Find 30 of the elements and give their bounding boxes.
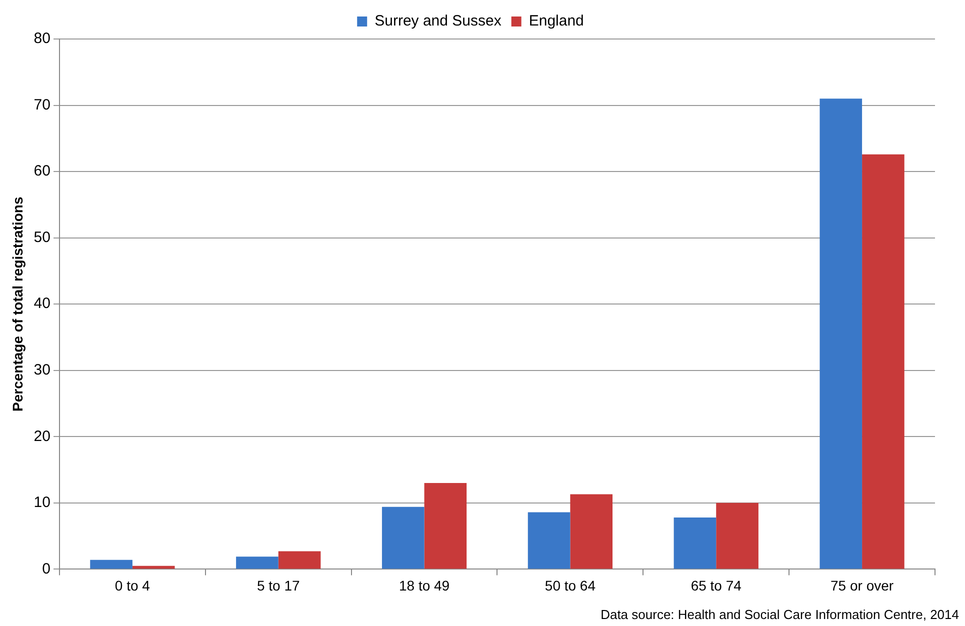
legend-label: Surrey and Sussex [374, 12, 502, 30]
bar [90, 560, 132, 569]
bar [674, 518, 716, 569]
x-tick-label: 0 to 4 [114, 577, 150, 594]
bar [382, 506, 424, 569]
x-tick-label: 18 to 49 [398, 577, 450, 594]
y-tick-label: 30 [34, 362, 50, 379]
y-tick-label: 80 [34, 30, 50, 48]
x-tick-label: 65 to 74 [690, 577, 742, 594]
bar [424, 483, 467, 569]
bar [570, 494, 613, 569]
y-tick-label: 70 [34, 96, 50, 114]
bar [716, 502, 758, 569]
x-tick-label: 50 to 64 [544, 577, 596, 594]
y-tick-label: 10 [34, 494, 50, 512]
bar [862, 154, 904, 569]
y-tick-label: 60 [34, 162, 50, 180]
bar [528, 512, 570, 569]
y-tick-label: 0 [42, 560, 50, 578]
bar [278, 551, 321, 569]
legend-label: England [528, 12, 584, 30]
y-axis-title: Percentage of total registrations [9, 196, 26, 412]
bar [236, 556, 278, 569]
x-tick-label: 75 or over [830, 577, 894, 594]
source-note: Data source: Health and Social Care Information Centre, 2014 [600, 607, 959, 622]
bar [820, 98, 862, 569]
y-tick-label: 20 [34, 428, 50, 445]
y-tick-label: 50 [34, 228, 50, 246]
x-tick-label: 5 to 17 [256, 577, 300, 594]
y-tick-label: 40 [34, 295, 50, 312]
